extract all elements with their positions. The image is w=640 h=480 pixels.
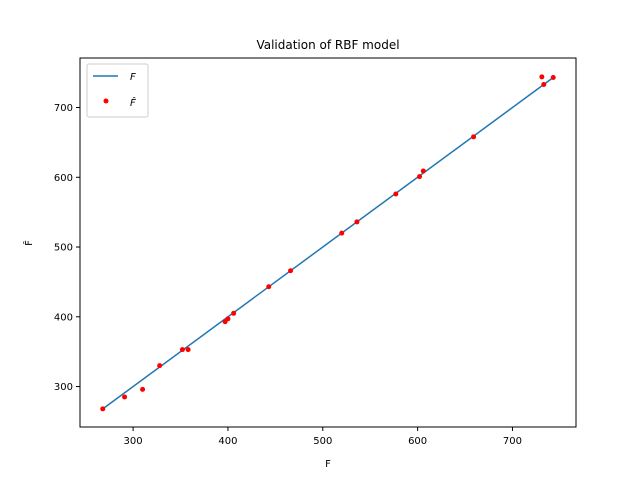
legend-box (86, 63, 149, 118)
chart-title: Validation of RBF model (256, 38, 399, 52)
y-axis-label: F̂ (22, 240, 35, 246)
x-tick-label: 700 (503, 436, 522, 447)
data-point (541, 82, 547, 88)
x-tick-label: 400 (218, 436, 237, 447)
data-point (266, 284, 272, 290)
data-point (471, 134, 477, 140)
legend-marker-swatch (103, 98, 109, 104)
x-tick-label: 600 (408, 436, 427, 447)
data-point (122, 394, 128, 400)
data-point (185, 347, 191, 353)
data-point (231, 310, 237, 316)
tick-layer: 300 400 500 600 700 300 400 500 600 700 (54, 103, 522, 447)
y-tick-label: 500 (54, 243, 73, 254)
x-tick-label: 500 (313, 436, 332, 447)
data-point (179, 347, 185, 353)
x-axis-label: F (325, 459, 331, 470)
legend-label-f-hat: F̂ (130, 96, 136, 109)
plot-frame (79, 57, 577, 428)
data-point (225, 316, 231, 322)
y-tick-label: 300 (54, 382, 73, 393)
data-point (420, 168, 426, 174)
data-point (417, 174, 423, 180)
data-point (100, 406, 106, 412)
data-point (140, 386, 146, 392)
data-point (288, 268, 294, 274)
series-line-f (102, 76, 554, 410)
series-layer (100, 74, 556, 412)
data-point (157, 363, 163, 369)
data-point (354, 219, 360, 225)
data-point (339, 230, 345, 236)
data-point (393, 191, 399, 197)
data-point (539, 74, 545, 80)
x-tick-label: 300 (124, 436, 143, 447)
data-point (550, 75, 556, 81)
y-tick-label: 400 (54, 312, 73, 323)
legend-label-f: F (130, 72, 136, 83)
legend: F F̂ (86, 63, 149, 118)
y-tick-label: 700 (54, 103, 73, 114)
y-tick-label: 600 (54, 173, 73, 184)
